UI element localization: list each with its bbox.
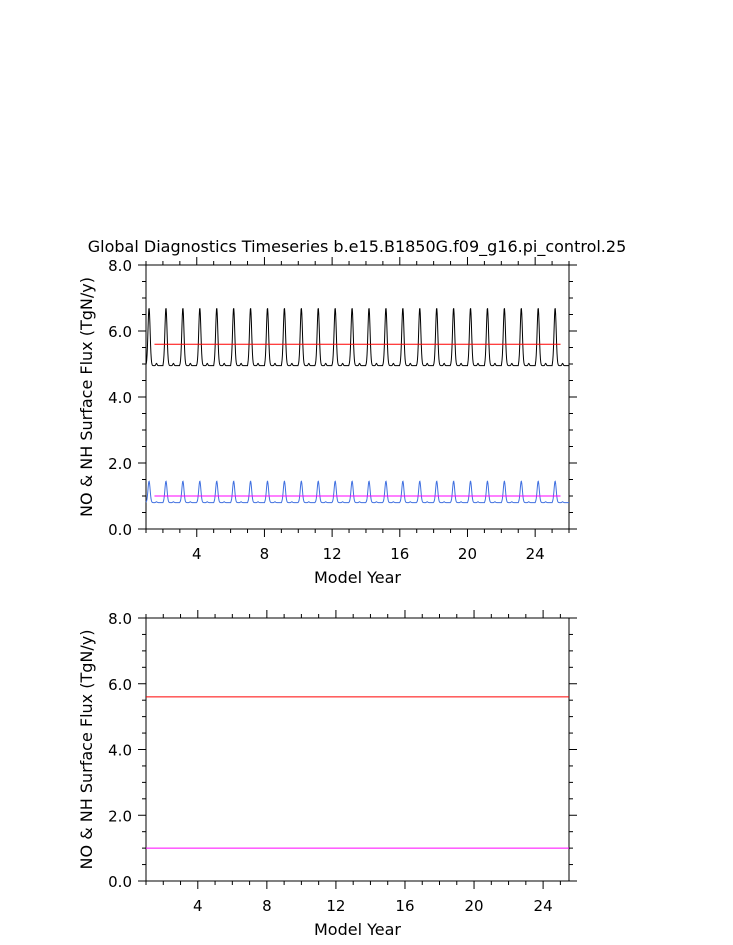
- bottom-chart-ytick-labels: 0.0 2.0 4.0 6.0 8.0: [108, 610, 132, 891]
- top-chart-x-tick-label: 16: [390, 545, 409, 563]
- top-chart-y-tick-label: 4.0: [108, 389, 132, 407]
- top-chart-x-tick-label: 4: [192, 545, 202, 563]
- top-chart-x-tick-label: 20: [458, 545, 477, 563]
- top-chart-series-line-3: [145, 480, 569, 504]
- figure-title: Global Diagnostics Timeseries b.e15.B185…: [88, 237, 627, 257]
- bottom-chart-y-tick-label: 0.0: [108, 873, 132, 891]
- bottom-chart-y-axis-label: NO & NH Surface Flux (TgN/y): [77, 630, 96, 870]
- bottom-chart-y-tick-label: 6.0: [108, 676, 132, 694]
- bottom-chart-x-axis-label: Model Year: [314, 920, 401, 939]
- top-chart-y-tick-label: 0.0: [108, 521, 132, 539]
- bottom-chart-x-tick-label: 24: [534, 897, 553, 915]
- top-chart-ticks: [138, 257, 577, 537]
- top-chart-y-axis-label: NO & NH Surface Flux (TgN/y): [77, 277, 96, 517]
- top-chart-x-axis-label: Model Year: [314, 568, 401, 587]
- top-chart-y-tick-label: 8.0: [108, 257, 132, 275]
- top-chart-series-line-1: [145, 308, 569, 367]
- bottom-chart-ticks: [138, 610, 577, 889]
- top-chart-x-tick-label: 24: [526, 545, 545, 563]
- bottom-chart-x-tick-label: 4: [193, 897, 203, 915]
- bottom-chart-series: [146, 696, 569, 849]
- bottom-chart-y-tick-label: 2.0: [108, 807, 132, 825]
- bottom-chart-x-tick-label: 20: [464, 897, 483, 915]
- bottom-chart-y-tick-label: 4.0: [108, 742, 132, 760]
- bottom-chart-y-tick-label: 8.0: [108, 610, 132, 628]
- top-chart-xtick-labels: 4 8 12 16 20 24: [192, 545, 545, 563]
- top-chart-panel: 0.0 2.0 4.0 6.0 8.0 4 8 12 16 20 24 Model Year NO…: [77, 257, 577, 587]
- bottom-chart-frame: [145, 617, 570, 882]
- bottom-chart-x-tick-label: 12: [326, 897, 345, 915]
- top-chart-series: [145, 308, 569, 504]
- top-chart-y-tick-label: 6.0: [108, 323, 132, 341]
- bottom-chart-panel: 0.0 2.0 4.0 6.0 8.0 4 8 12 16 20 24 Model Year NO…: [77, 610, 577, 939]
- bottom-chart-x-tick-label: 16: [395, 897, 414, 915]
- top-chart-x-tick-label: 12: [323, 545, 342, 563]
- top-chart-ytick-labels: 0.0 2.0 4.0 6.0 8.0: [108, 257, 132, 539]
- bottom-chart-x-tick-label: 8: [262, 897, 272, 915]
- bottom-chart-xtick-labels: 4 8 12 16 20 24: [193, 897, 553, 915]
- top-chart-y-tick-label: 2.0: [108, 455, 132, 473]
- top-chart-x-tick-label: 8: [260, 545, 270, 563]
